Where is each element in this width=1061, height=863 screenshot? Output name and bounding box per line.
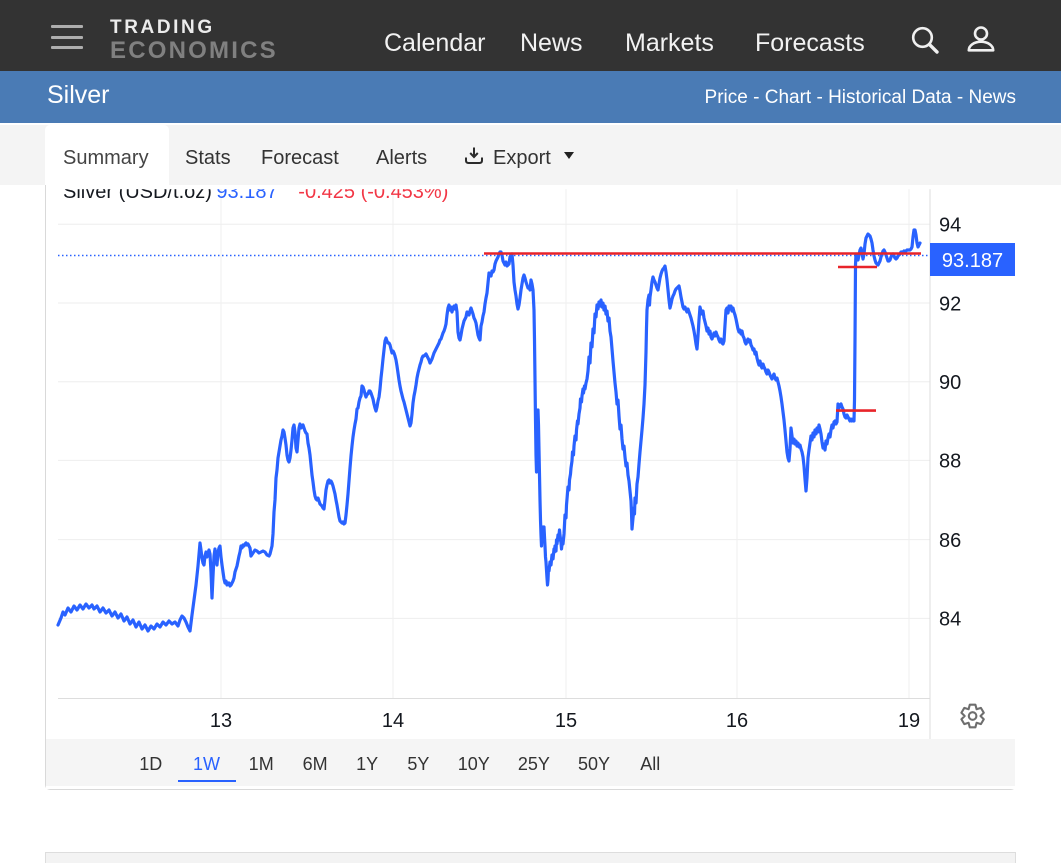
svg-text:90: 90 xyxy=(939,372,961,394)
svg-text:19: 19 xyxy=(898,710,920,732)
svg-text:93.187: 93.187 xyxy=(942,250,1003,272)
svg-text:14: 14 xyxy=(382,710,404,732)
svg-text:84: 84 xyxy=(939,609,961,631)
svg-text:92: 92 xyxy=(939,293,961,315)
svg-text:15: 15 xyxy=(555,710,577,732)
svg-text:16: 16 xyxy=(726,710,748,732)
svg-text:13: 13 xyxy=(210,710,232,732)
svg-text:94: 94 xyxy=(939,215,961,237)
svg-text:86: 86 xyxy=(939,530,961,552)
svg-text:88: 88 xyxy=(939,451,961,473)
